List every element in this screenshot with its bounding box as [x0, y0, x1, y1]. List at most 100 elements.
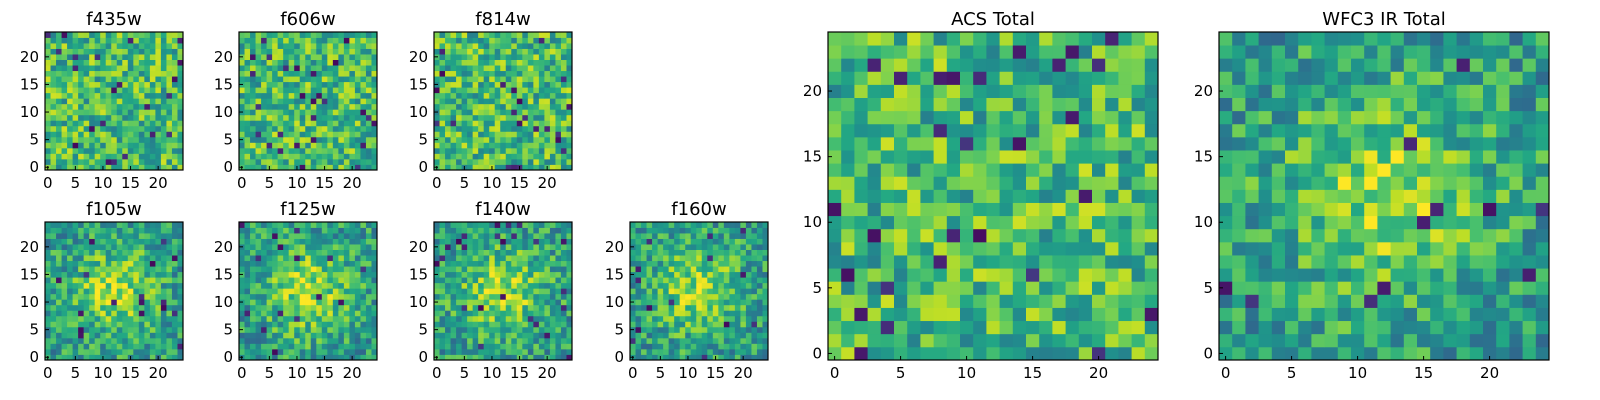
heatmap-cell	[880, 346, 895, 361]
heatmap-cell	[349, 288, 356, 295]
heatmap-cell	[456, 65, 462, 72]
heatmap-cell	[277, 103, 284, 110]
heatmap-cell	[450, 54, 457, 60]
heatmap-cell	[61, 332, 68, 339]
heatmap-cell	[973, 228, 987, 243]
heatmap-cell	[500, 315, 507, 322]
heatmap-cell	[494, 238, 501, 245]
heatmap-cell	[111, 43, 118, 49]
heatmap-cell	[305, 70, 312, 77]
heatmap-cell	[316, 59, 323, 66]
heatmap-cell	[478, 48, 485, 55]
heatmap-cell	[729, 271, 736, 278]
heatmap-cell	[533, 310, 540, 317]
heatmap-cell	[177, 332, 184, 339]
heatmap-cell	[527, 109, 534, 116]
heatmap-cell	[718, 326, 725, 333]
heatmap-cell	[239, 142, 245, 149]
heatmap-cell	[171, 238, 178, 245]
heatmap-cell	[450, 282, 457, 289]
heatmap-cell	[516, 48, 523, 55]
heatmap-cell	[723, 310, 730, 317]
heatmap-cell	[111, 348, 118, 355]
heatmap-cell	[144, 337, 151, 344]
heatmap-cell	[1131, 215, 1146, 230]
heatmap-cell	[505, 136, 512, 143]
heatmap-cell	[740, 326, 747, 333]
heatmap-cell	[105, 293, 112, 300]
heatmap-cell	[1052, 189, 1066, 203]
heatmap-cell	[538, 299, 545, 306]
heatmap-cell	[310, 54, 317, 60]
heatmap-cell	[1144, 189, 1159, 203]
heatmap-cell	[461, 87, 468, 94]
heatmap-cell	[679, 249, 686, 256]
heatmap-cell	[94, 147, 101, 154]
heatmap-cell	[1026, 202, 1040, 217]
heatmap-cell	[511, 337, 518, 344]
heatmap-cell	[83, 92, 90, 99]
heatmap-cell	[250, 222, 256, 228]
heatmap-cell	[1026, 215, 1040, 230]
heatmap-cell	[450, 76, 457, 83]
heatmap-cell	[272, 271, 279, 278]
heatmap-cell	[56, 164, 62, 171]
heatmap-cell	[343, 266, 350, 273]
heatmap-cell	[527, 48, 534, 55]
heatmap-cell	[177, 321, 184, 328]
heatmap-cell	[299, 299, 306, 306]
heatmap-cell	[511, 266, 518, 273]
heatmap-cell	[133, 70, 140, 77]
heatmap-cell	[522, 37, 529, 44]
heatmap-cell	[177, 120, 184, 127]
heatmap-cell	[272, 238, 279, 245]
heatmap-cell	[973, 255, 987, 269]
heatmap-cell	[729, 293, 736, 300]
heatmap-cell	[999, 136, 1014, 151]
heatmap-cell	[78, 125, 85, 132]
heatmap-cell	[1105, 333, 1119, 348]
heatmap-cell	[505, 282, 512, 289]
heatmap-cell	[657, 233, 664, 239]
heatmap-cell	[166, 321, 173, 328]
x-tick-label: 5	[71, 174, 81, 192]
heatmap-cell	[166, 92, 173, 99]
heatmap-cell	[89, 81, 96, 88]
heatmap-cell	[310, 109, 317, 116]
y-tick-label: 15	[20, 265, 39, 283]
heatmap-cell	[349, 147, 356, 154]
heatmap-cell	[50, 266, 57, 273]
heatmap-cell	[533, 299, 540, 306]
heatmap-cell	[516, 315, 523, 322]
heatmap-cell	[72, 109, 79, 116]
heatmap-cell	[751, 249, 758, 256]
heatmap-cell	[288, 43, 295, 49]
heatmap-cell	[155, 233, 162, 239]
heatmap-cell	[960, 189, 974, 203]
heatmap-cell	[349, 332, 356, 339]
heatmap-cell	[723, 343, 730, 350]
heatmap-cell	[707, 244, 714, 250]
heatmap-cell	[250, 343, 256, 350]
heatmap-cell	[522, 98, 529, 105]
heatmap-cell	[538, 354, 545, 361]
heatmap-cell	[78, 315, 85, 322]
heatmap-cell	[349, 125, 356, 132]
heatmap-cell	[332, 125, 339, 132]
heatmap-cell	[718, 332, 725, 339]
heatmap-cell	[920, 189, 934, 203]
heatmap-cell	[450, 321, 457, 328]
heatmap-cell	[701, 354, 708, 361]
heatmap-cell	[630, 227, 636, 234]
heatmap-cell	[1105, 189, 1119, 203]
heatmap-cell	[160, 233, 167, 239]
heatmap-cell	[461, 92, 468, 99]
heatmap-cell	[160, 142, 167, 149]
heatmap-cell	[166, 125, 173, 132]
heatmap-cell	[434, 282, 440, 289]
heatmap-cell	[332, 354, 339, 361]
heatmap-cell	[283, 103, 290, 110]
heatmap-cell	[762, 332, 769, 339]
heatmap-cell	[83, 164, 90, 171]
heatmap-cell	[907, 307, 921, 322]
